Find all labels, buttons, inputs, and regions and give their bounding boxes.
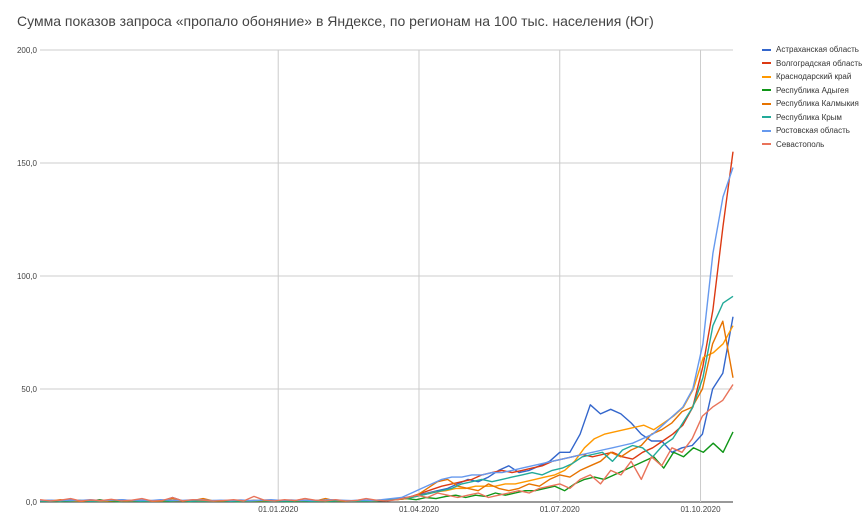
series-line bbox=[39, 384, 734, 502]
legend-swatch bbox=[762, 129, 771, 132]
series-line bbox=[39, 325, 734, 502]
legend-item: Республика Крым bbox=[762, 111, 862, 125]
legend-item: Краснодарский край bbox=[762, 70, 862, 84]
legend-label: Ростовская область bbox=[776, 126, 850, 136]
legend-swatch bbox=[762, 75, 771, 78]
legend-item: Астраханская область bbox=[762, 43, 862, 57]
legend-item: Ростовская область bbox=[762, 124, 862, 138]
series-line bbox=[39, 295, 734, 502]
y-tick-label: 150,0 bbox=[17, 159, 38, 168]
x-tick-label: 01.04.2020 bbox=[399, 505, 440, 514]
legend-swatch bbox=[762, 62, 771, 65]
series-line bbox=[39, 316, 734, 502]
y-tick-label: 0,0 bbox=[26, 498, 38, 507]
legend-label: Краснодарский край bbox=[776, 72, 852, 82]
legend-item: Севастополь bbox=[762, 138, 862, 152]
legend-item: Волгоградская область bbox=[762, 57, 862, 71]
legend: Астраханская область Волгоградская област… bbox=[762, 43, 862, 151]
y-tick-label: 100,0 bbox=[17, 272, 38, 281]
legend-swatch bbox=[762, 48, 771, 51]
legend-swatch bbox=[762, 116, 771, 119]
chart-title: Сумма показов запроса «пропало обоняние»… bbox=[17, 13, 654, 29]
legend-label: Республика Калмыкия bbox=[776, 99, 859, 109]
series-line bbox=[39, 167, 734, 502]
x-tick-label: 01.10.2020 bbox=[680, 505, 721, 514]
legend-label: Астраханская область bbox=[776, 45, 859, 55]
legend-label: Севастополь bbox=[776, 139, 825, 149]
legend-swatch bbox=[762, 89, 771, 92]
legend-label: Республика Крым bbox=[776, 112, 842, 122]
x-tick-label: 01.01.2020 bbox=[258, 505, 299, 514]
legend-item: Республика Калмыкия bbox=[762, 97, 862, 111]
legend-label: Республика Адыгея bbox=[776, 85, 849, 95]
legend-swatch bbox=[762, 143, 771, 146]
x-tick-label: 01.07.2020 bbox=[540, 505, 581, 514]
series-line bbox=[39, 151, 734, 502]
legend-item: Республика Адыгея bbox=[762, 84, 862, 98]
legend-label: Волгоградская область bbox=[776, 58, 863, 68]
y-tick-label: 200,0 bbox=[17, 46, 38, 55]
y-tick-label: 50,0 bbox=[21, 385, 37, 394]
series-line bbox=[39, 320, 734, 502]
legend-swatch bbox=[762, 102, 771, 105]
series-line bbox=[39, 431, 734, 503]
